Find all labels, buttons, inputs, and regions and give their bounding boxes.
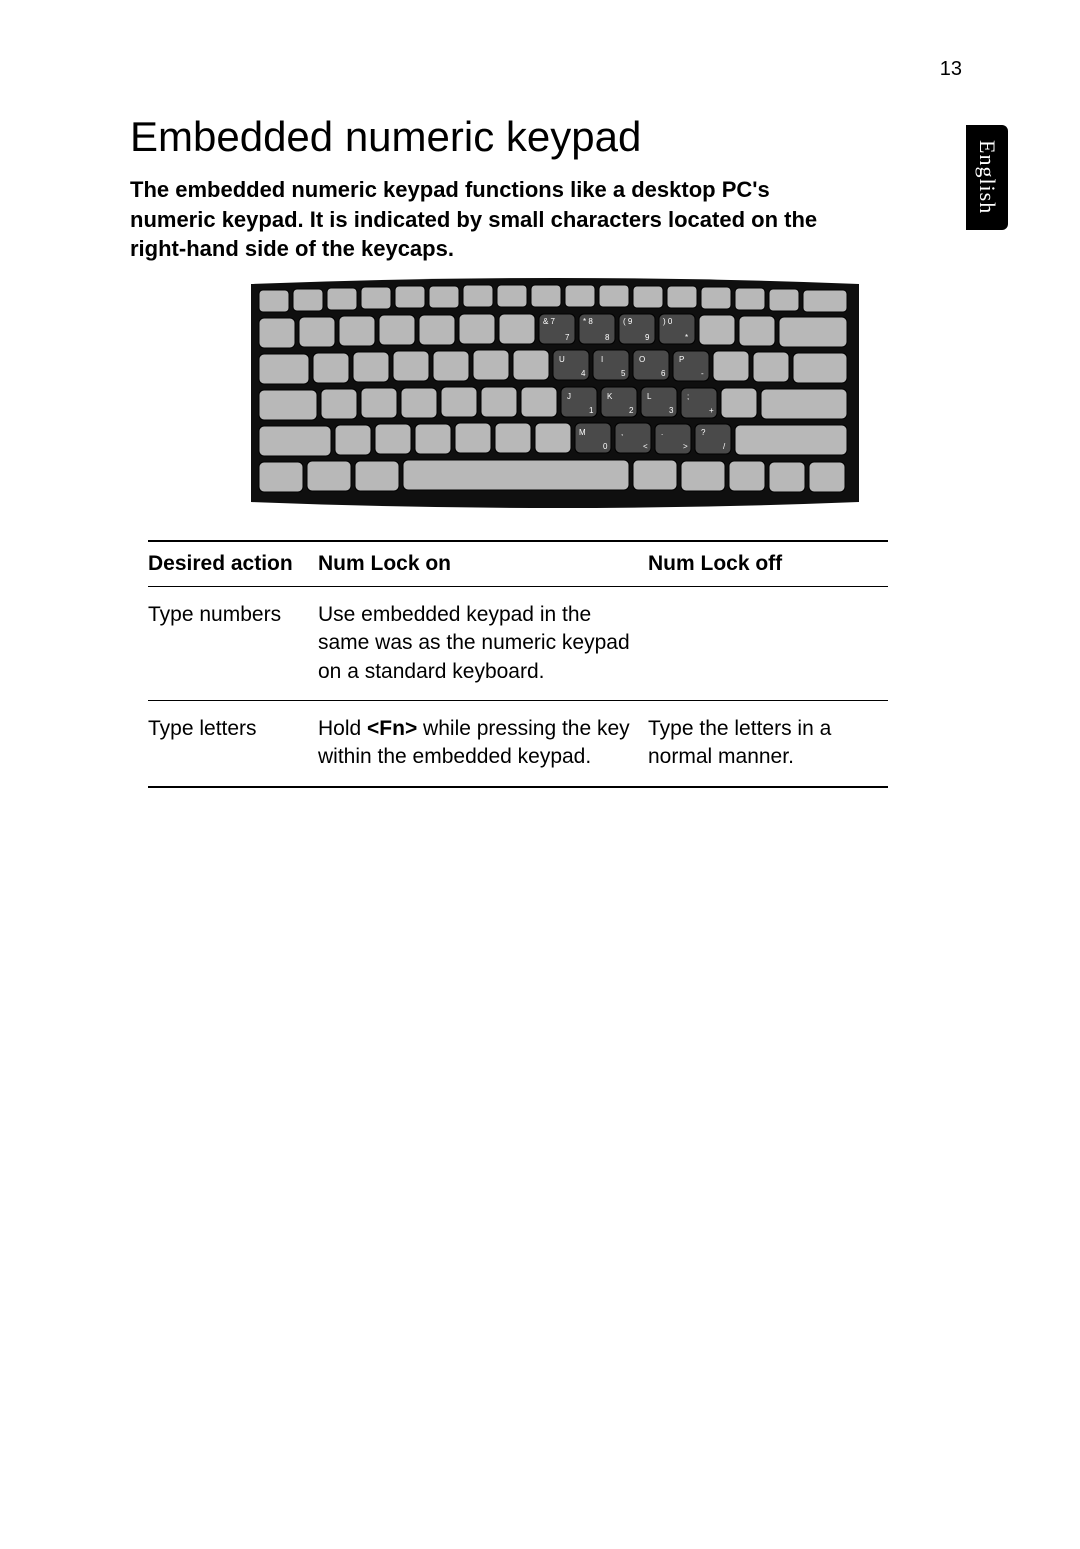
- intro-paragraph: The embedded numeric keypad functions li…: [130, 175, 850, 264]
- svg-text:& 7: & 7: [543, 317, 556, 326]
- svg-text:O: O: [639, 355, 645, 364]
- svg-text:*: *: [685, 333, 688, 342]
- svg-text:<: <: [643, 442, 648, 451]
- col-header-numlock-off: Num Lock off: [648, 541, 888, 587]
- text-prefix: Hold: [318, 717, 367, 740]
- svg-text:P: P: [679, 355, 684, 364]
- svg-text:.: .: [661, 428, 663, 437]
- cell-action: Type letters: [148, 701, 318, 787]
- page-container: 13 English Embedded numeric keypad The e…: [0, 0, 1080, 1549]
- svg-text:8: 8: [605, 333, 610, 342]
- language-tab: English: [966, 125, 1008, 230]
- svg-text:2: 2: [629, 406, 634, 415]
- cell-action: Type numbers: [148, 587, 318, 701]
- svg-text:U: U: [559, 355, 565, 364]
- svg-text:M: M: [579, 428, 586, 437]
- svg-text:-: -: [701, 369, 704, 378]
- page-number: 13: [940, 58, 962, 81]
- col-header-action: Desired action: [148, 541, 318, 587]
- svg-text:+: +: [709, 406, 714, 415]
- svg-text:9: 9: [645, 333, 650, 342]
- keyboard-illustration: & 7 7 * 8 8 ( 9 9 ) 0 * U 4 I 5 O 6 P - J 1 K 2 L 3…: [245, 276, 865, 512]
- svg-text:0: 0: [603, 442, 608, 451]
- svg-text:I: I: [601, 355, 603, 364]
- svg-text:,: ,: [621, 428, 623, 437]
- svg-text:;: ;: [687, 392, 689, 401]
- svg-text:3: 3: [669, 406, 674, 415]
- svg-text:4: 4: [581, 369, 586, 378]
- language-tab-label: English: [974, 140, 1000, 214]
- svg-text:J: J: [567, 392, 571, 401]
- svg-text:?: ?: [701, 428, 706, 437]
- cell-numlock-off: Type the letters in a normal manner.: [648, 701, 888, 787]
- cell-numlock-on: Use embedded keypad in the same was as t…: [318, 587, 648, 701]
- svg-text:) 0: ) 0: [663, 317, 673, 326]
- cell-numlock-off: [648, 587, 888, 701]
- svg-text:7: 7: [565, 333, 570, 342]
- svg-text:>: >: [683, 442, 688, 451]
- keypad-table: Desired action Num Lock on Num Lock off …: [148, 540, 888, 788]
- svg-text:L: L: [647, 392, 652, 401]
- svg-text:K: K: [607, 392, 613, 401]
- svg-text:5: 5: [621, 369, 626, 378]
- svg-text:1: 1: [589, 406, 594, 415]
- page-title: Embedded numeric keypad: [130, 113, 980, 161]
- table-row: Type letters Hold <Fn> while pressing th…: [148, 701, 888, 787]
- svg-text:* 8: * 8: [583, 317, 593, 326]
- col-header-numlock-on: Num Lock on: [318, 541, 648, 587]
- table-header-row: Desired action Num Lock on Num Lock off: [148, 541, 888, 587]
- svg-text:( 9: ( 9: [623, 317, 633, 326]
- cell-numlock-on: Hold <Fn> while pressing the key within …: [318, 701, 648, 787]
- table-row: Type numbers Use embedded keypad in the …: [148, 587, 888, 701]
- svg-text:6: 6: [661, 369, 666, 378]
- fn-key-label: <Fn>: [367, 717, 417, 740]
